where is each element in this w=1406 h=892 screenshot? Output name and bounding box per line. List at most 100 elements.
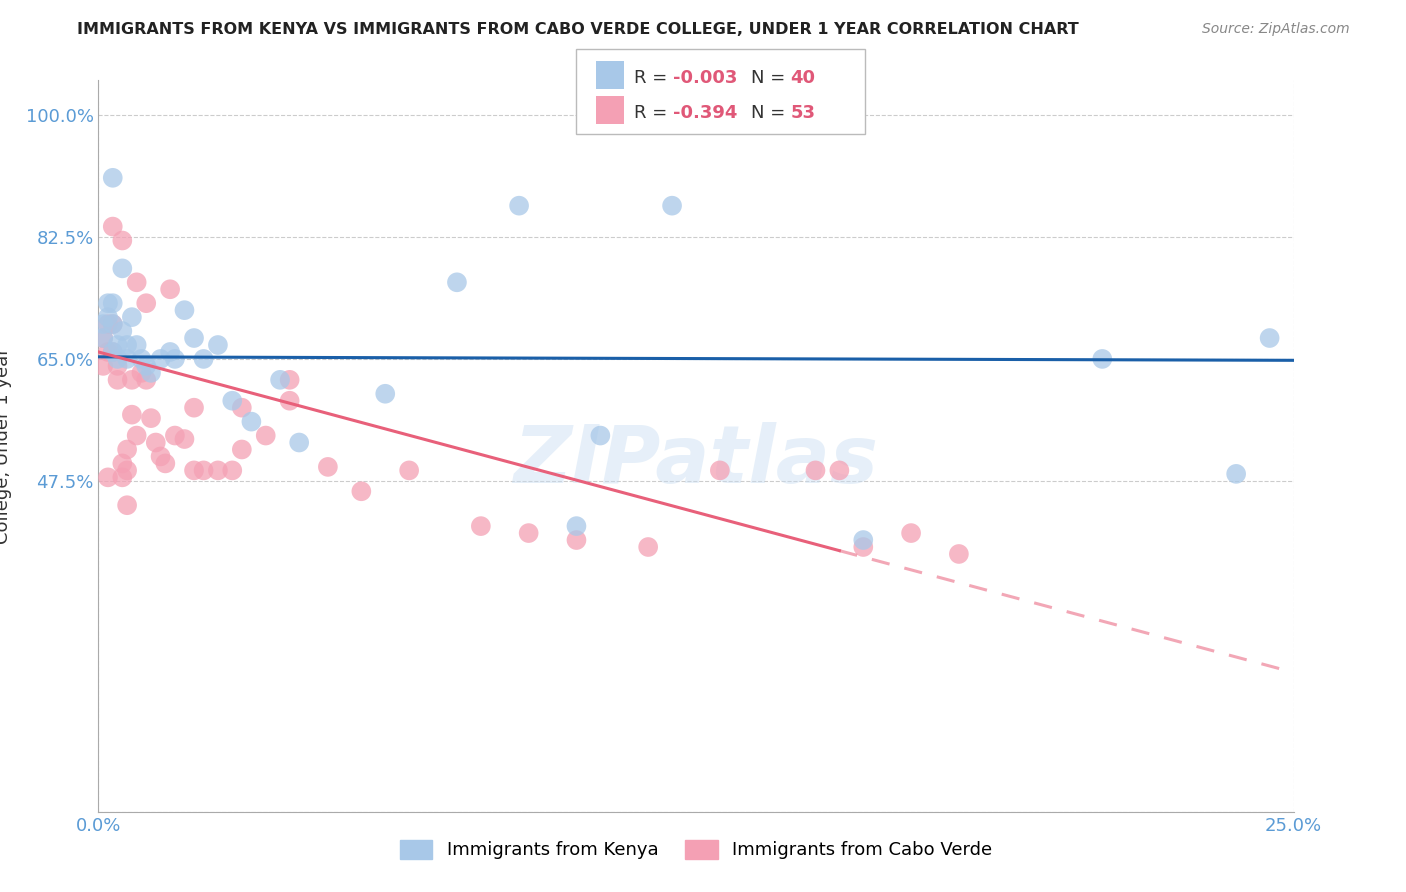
Text: R =: R = [634,69,673,87]
Point [135,359,157,373]
Point [446,275,468,289]
Point [91,331,114,345]
Point [101,345,124,359]
Point [240,415,263,429]
Point [97,317,120,331]
Text: N =: N = [751,69,790,87]
Point [107,373,129,387]
Point [804,463,827,477]
Text: 40: 40 [790,69,815,87]
Point [163,428,186,442]
Text: Source: ZipAtlas.com: Source: ZipAtlas.com [1202,22,1350,37]
Point [111,324,134,338]
Point [97,470,120,484]
Point [207,338,229,352]
Point [125,275,148,289]
Point [221,393,243,408]
Point [278,393,301,408]
Point [139,366,162,380]
Text: -0.003: -0.003 [673,69,738,87]
Point [125,338,148,352]
Point [589,428,612,442]
Point [183,331,205,345]
Point [107,351,129,366]
Point [149,351,172,366]
Point [115,463,138,477]
Point [135,296,157,310]
Point [101,219,124,234]
Text: IMMIGRANTS FROM KENYA VS IMMIGRANTS FROM CABO VERDE COLLEGE, UNDER 1 YEAR CORREL: IMMIGRANTS FROM KENYA VS IMMIGRANTS FROM… [77,22,1078,37]
Point [183,463,205,477]
Point [470,519,492,533]
Point [852,540,875,554]
Point [97,296,120,310]
Point [155,457,177,471]
Point [517,526,540,541]
Y-axis label: College, Under 1 year: College, Under 1 year [0,348,11,544]
Point [91,359,114,373]
Point [121,373,143,387]
Point [278,373,301,387]
Point [254,428,277,442]
Point [91,317,114,331]
Point [111,457,134,471]
Text: -0.394: -0.394 [673,103,738,121]
Point [207,463,229,477]
Point [1258,331,1281,345]
Point [101,345,124,359]
Point [131,351,153,366]
Point [115,351,138,366]
Point [350,484,373,499]
Point [565,519,588,533]
Point [163,351,186,366]
Point [193,351,215,366]
Point [145,435,167,450]
Text: N =: N = [751,103,790,121]
Point [159,282,181,296]
Text: 53: 53 [790,103,815,121]
Point [508,199,530,213]
Point [661,199,683,213]
Point [111,470,134,484]
Text: ZIPatlas: ZIPatlas [513,422,879,500]
Point [231,401,253,415]
Point [1091,351,1114,366]
Text: R =: R = [634,103,673,121]
Point [139,411,162,425]
Point [709,463,731,477]
Point [115,442,138,457]
Point [269,373,291,387]
Point [121,408,143,422]
Legend: Immigrants from Kenya, Immigrants from Cabo Verde: Immigrants from Kenya, Immigrants from C… [391,831,1001,869]
Point [101,317,124,331]
Point [231,442,253,457]
Point [111,234,134,248]
Point [107,338,129,352]
Point [125,428,148,442]
Point [115,498,138,512]
Point [121,310,143,325]
Point [115,338,138,352]
Point [107,359,129,373]
Point [111,261,134,276]
Point [97,345,120,359]
Point [398,463,420,477]
Point [565,533,588,547]
Point [948,547,970,561]
Point [221,463,243,477]
Point [1225,467,1247,481]
Point [637,540,659,554]
Point [149,450,172,464]
Point [900,526,922,541]
Point [91,331,114,345]
Point [135,373,157,387]
Point [159,345,181,359]
Point [183,401,205,415]
Point [288,435,311,450]
Point [852,533,875,547]
Point [101,317,124,331]
Point [131,366,153,380]
Point [828,463,851,477]
Point [193,463,215,477]
Point [101,170,124,185]
